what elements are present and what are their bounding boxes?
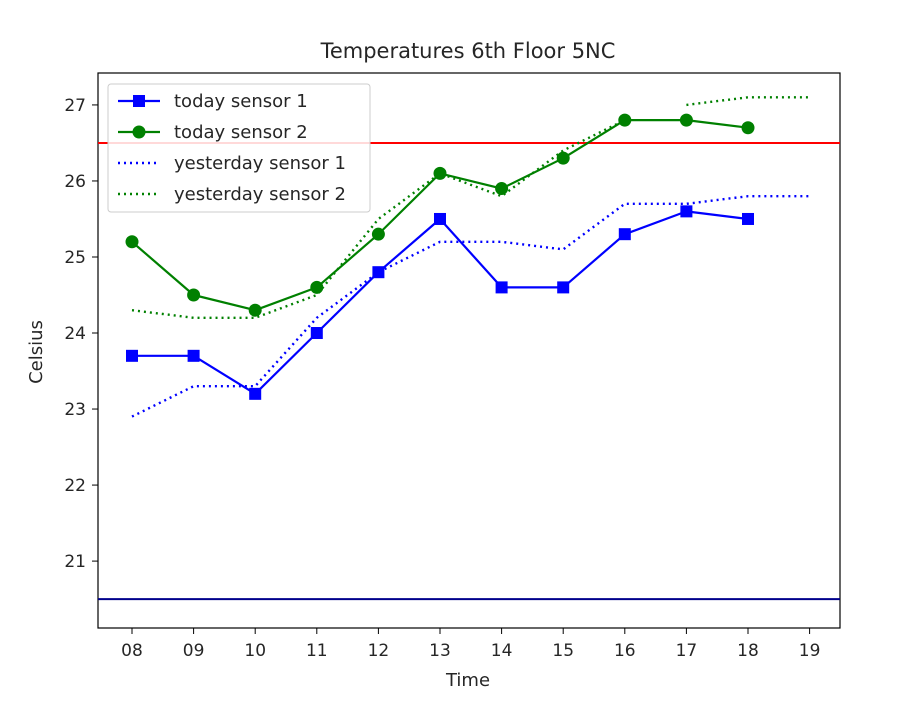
- series-2-point-08: [125, 235, 139, 249]
- series-1-point-09: [187, 349, 200, 362]
- legend-marker-2: [132, 125, 146, 139]
- y-tick-label-23: 23: [64, 400, 86, 420]
- series-1-point-16: [618, 228, 631, 241]
- x-tick-label-10: 10: [244, 641, 266, 661]
- series-2-point-14: [495, 182, 509, 196]
- series-1-point-08: [126, 349, 138, 362]
- series-1-point-11: [310, 327, 323, 340]
- x-axis-label: Time: [445, 670, 490, 691]
- series-4: [131, 96, 810, 319]
- legend-item-4: yesterday sensor 2: [118, 184, 346, 205]
- x-tick-label-16: 16: [614, 641, 636, 661]
- y-tick-label-25: 25: [64, 248, 86, 268]
- x-tick-label-08: 08: [121, 641, 143, 661]
- y-tick-label-26: 26: [64, 172, 86, 192]
- y-tick-label-21: 21: [64, 552, 86, 572]
- series-1-point-15: [557, 281, 570, 294]
- series-2-point-16: [618, 113, 632, 127]
- y-tick-label-24: 24: [64, 324, 86, 344]
- series-2-point-18: [741, 121, 755, 135]
- legend-item-2: today sensor 2: [118, 122, 308, 143]
- x-tick-label-19: 19: [799, 641, 821, 661]
- series-4-line-2: [686, 96, 810, 107]
- series-2: [125, 113, 755, 317]
- x-tick-label-15: 15: [552, 641, 574, 661]
- series-1-point-13: [434, 212, 446, 225]
- series-2-point-12: [371, 227, 385, 241]
- plot-area: 08 09 10 11 12 13 14 15 16 17 18 19 21 22 23 24 25 26 27: [64, 72, 841, 661]
- x-tick-label-13: 13: [429, 641, 451, 661]
- series-1-point-10: [249, 387, 262, 400]
- y-tick-label-22: 22: [64, 476, 86, 496]
- x-tick-label-12: 12: [368, 641, 390, 661]
- legend-box: [107, 83, 371, 213]
- series-2-point-15: [556, 151, 570, 165]
- legend-item-1: today sensor 1: [118, 91, 308, 112]
- y-tick-label-27: 27: [64, 96, 86, 116]
- legend: today sensor 1 today sensor 2 yesterday se…: [107, 83, 371, 213]
- series-2-point-13: [433, 166, 447, 180]
- axes-frame: [97, 72, 841, 629]
- series-1-point-17: [680, 205, 693, 218]
- series-2-point-10: [248, 303, 262, 317]
- legend-label-4: yesterday sensor 2: [174, 184, 346, 205]
- series-2-point-09: [187, 288, 201, 302]
- series-1-point-14: [495, 281, 508, 294]
- x-tick-label-14: 14: [491, 641, 513, 661]
- x-tick-label-18: 18: [737, 641, 759, 661]
- legend-label-1: today sensor 1: [174, 91, 308, 112]
- legend-label-3: yesterday sensor 1: [174, 153, 346, 174]
- legend-item-3: yesterday sensor 1: [118, 153, 346, 174]
- series-1-point-18: [742, 212, 754, 225]
- x-tick-label-11: 11: [306, 641, 328, 661]
- series-2-point-17: [679, 113, 693, 127]
- x-tick-label-09: 09: [183, 641, 205, 661]
- y-axis-label: Celsius: [26, 320, 47, 384]
- legend-label-2: today sensor 2: [174, 122, 308, 143]
- legend-marker-1: [133, 95, 145, 107]
- series-2-point-11: [310, 280, 324, 294]
- chart-title: Temperatures 6th Floor 5NC: [320, 39, 616, 63]
- series-1: [126, 205, 754, 400]
- series-4-line-1: [131, 119, 626, 319]
- series-1-point-12: [372, 266, 385, 279]
- x-tick-label-17: 17: [676, 641, 698, 661]
